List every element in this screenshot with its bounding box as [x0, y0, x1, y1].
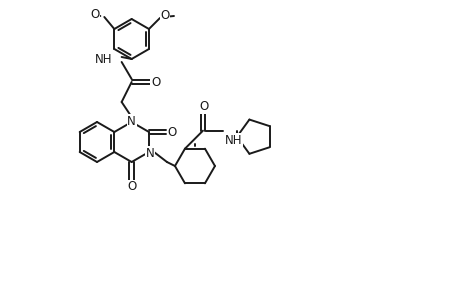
Text: NH: NH — [224, 134, 242, 147]
Text: O: O — [127, 181, 136, 194]
Text: O: O — [160, 8, 169, 22]
Text: NH: NH — [95, 52, 112, 65]
Text: O: O — [90, 8, 99, 20]
Text: O: O — [167, 125, 176, 139]
Text: O: O — [151, 76, 160, 88]
Text: N: N — [145, 146, 154, 160]
Text: O: O — [199, 100, 208, 113]
Text: N: N — [127, 115, 136, 128]
